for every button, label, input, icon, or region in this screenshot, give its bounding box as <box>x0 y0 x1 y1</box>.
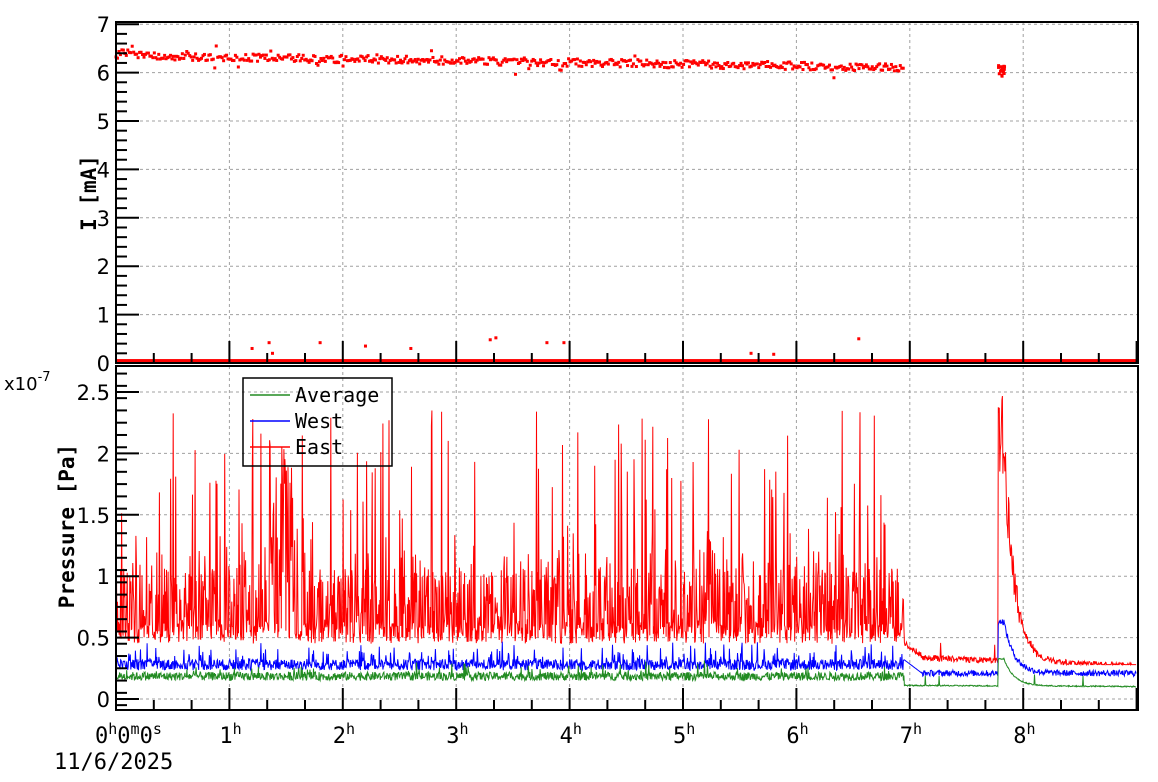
current-y-tick-labels: 0 1 2 3 4 5 6 7 <box>97 13 110 376</box>
time-axis-origin-label: 0h0m0s <box>95 720 162 749</box>
legend-label-west: West <box>295 409 343 433</box>
time-axis-tick-labels: 1h 2h 3h 4h 5h 6h 7h 8h <box>219 720 1035 749</box>
pressure-series <box>115 395 1137 688</box>
time-axis-tick-label: 8h <box>1013 720 1035 749</box>
pressure-exponent-label: x10-7 <box>4 370 51 395</box>
current-y-tick-label: 0 <box>97 352 110 376</box>
current-panel: 0 1 2 3 4 5 6 7 I [mA] <box>77 13 1139 376</box>
current-y-tick-label: 3 <box>97 207 110 231</box>
time-axis-date-offset: 11/6/2025 <box>54 750 173 775</box>
current-y-tick-label: 4 <box>97 158 110 182</box>
current-grid <box>116 22 1138 363</box>
current-y-tick-label: 5 <box>97 110 110 134</box>
current-y-tick-label: 1 <box>97 304 110 328</box>
legend-item-east: East <box>250 435 343 459</box>
time-axis-tick-label: 5h <box>673 720 695 749</box>
current-y-axis-title: I [mA] <box>77 155 101 231</box>
legend-item-average: Average <box>250 383 379 407</box>
pressure-y-tick-label: 2.5 <box>77 381 110 405</box>
legend-label-east: East <box>295 435 343 459</box>
pressure-panel: 0 0.5 1 1.5 2 2.5 Pressure [Pa] x10-7 Average… <box>4 365 1139 712</box>
time-axis-tick-label: 6h <box>786 720 808 749</box>
time-axis-tick-label: 1h <box>219 720 241 749</box>
time-axis-tick-label: 7h <box>900 720 922 749</box>
time-axis-tick-label: 4h <box>560 720 582 749</box>
current-y-tick-label: 7 <box>97 13 110 37</box>
current-axes <box>115 21 1139 364</box>
pressure-y-tick-label: 1 <box>97 565 110 589</box>
legend-box <box>242 377 393 467</box>
pressure-y-tick-label: 1.5 <box>77 504 110 528</box>
current-y-tick-label: 6 <box>97 62 110 86</box>
pressure-y-tick-labels: 0 0.5 1 1.5 2 2.5 <box>77 381 110 712</box>
legend-item-west: West <box>250 409 343 433</box>
pressure-y-axis-title: Pressure [Pa] <box>55 444 79 608</box>
time-axis-tick-label: 2h <box>333 720 355 749</box>
pressure-y-tick-label: 0 <box>97 688 110 712</box>
current-y-tick-label: 2 <box>97 255 110 279</box>
pressure-axes <box>115 365 1139 711</box>
pressure-y-tick-label: 2 <box>97 442 110 466</box>
time-axis-tick-label: 3h <box>446 720 468 749</box>
current-scatter-points <box>114 44 1138 364</box>
legend-label-average: Average <box>295 383 379 407</box>
pressure-y-tick-label: 0.5 <box>77 627 110 651</box>
legend: Average West East <box>242 377 393 467</box>
